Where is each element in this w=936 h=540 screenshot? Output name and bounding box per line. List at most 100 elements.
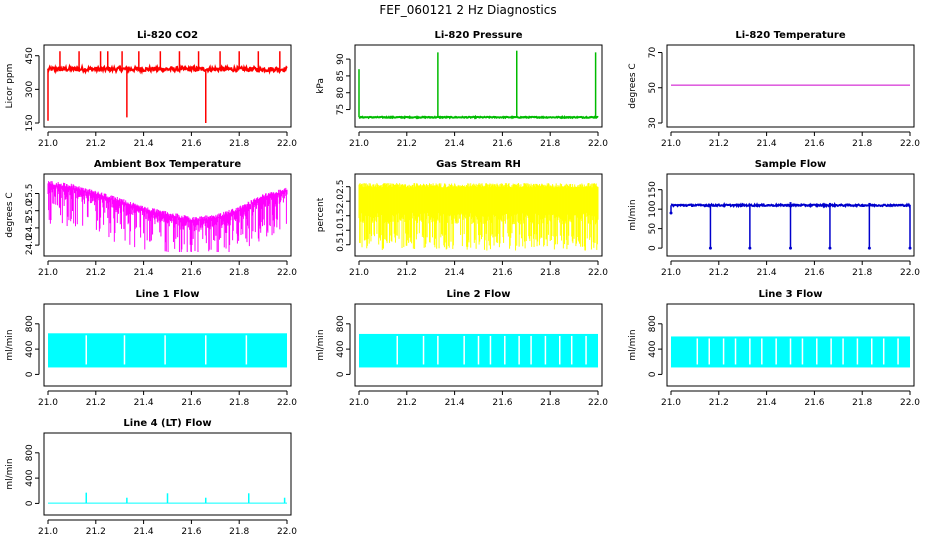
y-tick-label: 150 [648,181,658,198]
y-tick-label: 75 [336,104,346,115]
panel-title: Ambient Box Temperature [94,159,241,170]
y-tick-label: 1.5 [336,209,346,223]
x-tick-label: 21.0 [661,398,681,408]
series-line4-flow [48,492,287,504]
y-tick-label: 1.0 [336,223,346,238]
x-tick-label: 21.6 [181,268,201,278]
y-tick-label: 800 [25,315,35,332]
x-tick-label: 21.4 [445,398,465,408]
x-tick-label: 21.6 [804,398,824,408]
x-tick-label: 21.8 [229,527,249,537]
y-tick-label: 800 [336,315,346,332]
x-tick-label: 21.0 [661,139,681,149]
y-axis: 0 50 100 150 [648,181,663,251]
x-tick-label: 21.4 [134,527,154,537]
plot-frame [354,173,603,257]
y-tick-label: 30 [648,117,658,129]
y-tick-label: 2.5 [336,180,346,194]
panel-title: Sample Flow [755,159,827,170]
x-axis: 21.0 21.2 21.4 21.6 21.8 22.0 [661,131,920,149]
plot-frame [666,44,915,128]
plot-frame [43,173,292,257]
data-point [828,246,832,250]
x-tick-label: 21.0 [38,527,58,537]
y-axis-label: degrees C [628,63,638,108]
y-axis-label: ml/min [628,329,638,360]
panel-temperature: Li-820 Temperature 21.0 21.2 21.4 21.6 21.8 22… [628,30,920,149]
x-tick-label: 22.0 [900,268,920,278]
x-tick-label: 21.4 [134,139,154,149]
x-axis: 21.0 21.2 21.4 21.6 21.8 22.0 [38,390,297,408]
figure-title: FEF_060121 2 Hz Diagnostics [379,3,556,17]
x-tick-label: 21.4 [445,268,465,278]
y-tick-label: 70 [648,47,658,59]
x-tick-label: 21.0 [38,139,58,149]
y-axis: 30 50 70 [648,47,663,129]
panel-title: Li-820 Temperature [735,30,845,41]
panel-line2-flow: Line 2 Flow 21.0 21.2 21.4 21.6 21.8 22.0 0 400 8… [316,289,608,408]
x-tick-label: 21.6 [492,398,512,408]
plot-frame [354,303,603,387]
x-tick-label: 21.8 [540,268,560,278]
y-axis-label: percent [316,197,326,232]
y-tick-label: 400 [336,340,346,357]
y-axis: 0 400 800 [25,315,40,377]
y-tick-label: 0 [25,500,35,506]
x-tick-label: 22.0 [588,268,608,278]
y-tick-label: 450 [25,47,35,64]
plot-frame [43,303,292,387]
x-tick-label: 21.4 [134,398,154,408]
y-tick-label: 25.5 [25,183,35,203]
x-tick-label: 21.0 [661,268,681,278]
panel-line3-flow: Line 3 Flow 21.0 21.2 21.4 21.6 21.8 22.0 0 400 8… [628,289,920,408]
data-point [669,211,673,215]
x-tick-label: 21.8 [540,398,560,408]
x-tick-label: 21.8 [852,398,872,408]
series-ambient-box-temp [47,181,288,252]
x-axis: 21.0 21.2 21.4 21.6 21.8 22.0 [349,131,608,149]
panel-title: Li-820 CO2 [137,30,198,41]
x-tick-label: 21.0 [349,268,369,278]
y-tick-label: 80 [336,87,346,99]
y-tick-label: 90 [336,53,346,65]
panel-sample-flow: Sample Flow 21.0 21.2 21.4 21.6 21.8 22.0 0 50 10… [628,159,920,278]
x-tick-label: 22.0 [900,139,920,149]
y-tick-label: 50 [648,82,658,94]
x-tick-label: 21.4 [757,268,777,278]
y-axis: 24.024.525.025.5 [25,183,40,255]
panel-title: Li-820 Pressure [434,30,522,41]
x-tick-label: 21.4 [445,139,465,149]
y-axis-label: kPa [316,78,326,94]
series-line2-flow [359,333,598,368]
y-tick-label: 50 [648,223,658,235]
y-tick-label: 24.0 [25,235,35,255]
panel-co2: Li-820 CO2 21.0 21.2 21.4 21.6 21.8 22.0 150 300… [5,30,297,149]
x-tick-label: 21.2 [397,139,417,149]
x-tick-label: 21.2 [709,139,729,149]
y-axis: 75 80 85 90 [336,53,351,115]
x-tick-label: 21.8 [852,139,872,149]
x-tick-label: 21.8 [852,268,872,278]
y-axis: 0.51.01.52.02.5 [336,180,351,252]
y-tick-label: 300 [25,81,35,98]
data-trace [358,114,599,120]
panel-title: Line 2 Flow [447,289,511,300]
x-tick-label: 21.2 [86,398,106,408]
x-tick-label: 22.0 [277,139,297,149]
series-sample-flow [669,201,912,250]
y-tick-label: 85 [336,70,346,81]
y-axis: 150 300 450 [25,47,40,132]
y-axis: 0 400 800 [25,444,40,506]
x-tick-label: 21.6 [492,268,512,278]
y-axis-label: degrees C [5,192,15,237]
x-tick-label: 21.6 [804,139,824,149]
y-tick-label: 25.0 [25,200,35,220]
plot-frame [666,303,915,387]
x-tick-label: 22.0 [277,398,297,408]
y-axis: 0 400 800 [336,315,351,377]
x-tick-label: 21.6 [181,398,201,408]
y-tick-label: 150 [25,114,35,131]
x-tick-label: 21.0 [38,398,58,408]
